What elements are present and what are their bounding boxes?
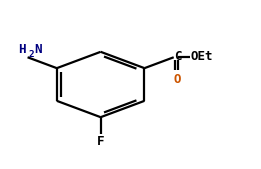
Text: F: F (97, 135, 104, 148)
Text: C: C (174, 50, 182, 63)
Text: 2: 2 (28, 50, 34, 59)
Text: OEt: OEt (191, 50, 213, 63)
Text: H: H (18, 43, 26, 56)
Text: O: O (173, 73, 181, 86)
Text: N: N (34, 43, 41, 56)
